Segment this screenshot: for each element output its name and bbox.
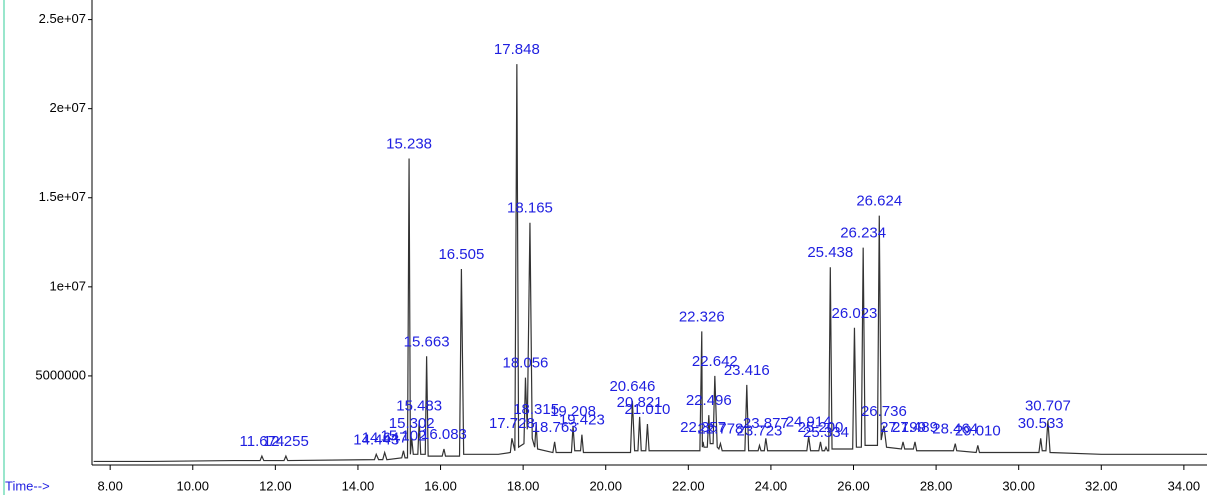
peak-label: 30.707 <box>1025 397 1071 414</box>
peak-label: 25.438 <box>807 244 853 261</box>
peak-label: 26.234 <box>840 225 886 242</box>
peak-label: 15.302 <box>389 415 435 432</box>
peak-label: 30.533 <box>1018 415 1064 432</box>
x-tick-label: 26.00 <box>837 478 870 493</box>
peak-label: 19.423 <box>559 412 605 429</box>
x-tick-label: 10.00 <box>176 478 209 493</box>
peak-label: 15.483 <box>396 397 442 414</box>
x-tick-label: 20.00 <box>589 478 622 493</box>
x-tick-label: 14.00 <box>342 478 375 493</box>
peak-label: 12.255 <box>263 433 309 450</box>
x-axis-label: Time--> <box>5 478 50 493</box>
peak-label: 15.663 <box>404 333 450 350</box>
peak-label: 23.723 <box>737 422 783 439</box>
x-tick-label: 30.00 <box>1002 478 1035 493</box>
peak-label: 27.199 <box>880 419 926 436</box>
peak-label: 22.642 <box>692 353 738 370</box>
peak-label: 24.914 <box>786 413 832 430</box>
x-tick-label: 12.00 <box>259 478 292 493</box>
peak-label: 18.315 <box>513 401 559 418</box>
peak-label: 18.763 <box>532 419 578 436</box>
peak-label: 26.624 <box>856 193 902 210</box>
peak-label: 22.357 <box>680 419 726 436</box>
peak-label: 22.326 <box>679 308 725 325</box>
y-tick-label: 1.5e+07 <box>39 189 86 204</box>
peak-label: 16.505 <box>438 246 484 263</box>
y-tick-label: 2e+07 <box>49 100 86 115</box>
x-tick-label: 8.00 <box>98 478 123 493</box>
peak-label: 14.443 <box>353 431 399 448</box>
trace <box>93 64 1207 463</box>
peak-label: 18.165 <box>507 200 553 217</box>
peak-label: 26.736 <box>861 403 907 420</box>
peak-label: 28.464 <box>932 421 978 438</box>
y-tick-label: 5000000 <box>35 367 86 382</box>
x-tick-label: 24.00 <box>755 478 788 493</box>
peak-label: 21.010 <box>624 401 670 418</box>
x-tick-label: 22.00 <box>672 478 705 493</box>
peak-label: 16.083 <box>421 426 467 443</box>
peak-label: 25.334 <box>803 424 849 441</box>
x-tick-label: 34.00 <box>1168 478 1201 493</box>
peak-label: 18.056 <box>503 355 549 372</box>
peak-label: 26.023 <box>832 305 878 322</box>
peak-label: 11.674 <box>240 433 285 450</box>
peak-label: 19.208 <box>550 403 596 420</box>
peak-label: 23.877 <box>743 415 789 432</box>
peak-label: 17.728 <box>489 415 535 432</box>
peak-label: 17.848 <box>494 41 540 58</box>
peak-label: 25.200 <box>798 419 844 436</box>
peak-label: 14.647 <box>362 429 408 446</box>
x-tick-label: 32.00 <box>1085 478 1118 493</box>
peak-label: 15.102 <box>381 428 427 445</box>
x-tick-label: 18.00 <box>507 478 540 493</box>
peak-label: 22.778 <box>698 421 744 438</box>
y-tick-label: 2.5e+07 <box>39 11 86 26</box>
x-tick-label: 28.00 <box>920 478 953 493</box>
y-tick-label: 1e+07 <box>49 278 86 293</box>
peak-label: 22.496 <box>686 392 732 409</box>
peak-label: 23.416 <box>724 362 770 379</box>
x-tick-label: 16.00 <box>424 478 457 493</box>
peak-label: 27.489 <box>892 419 938 436</box>
peak-label: 29.010 <box>955 422 1001 439</box>
peak-label: 20.646 <box>609 378 655 395</box>
peak-label: 15.238 <box>386 136 432 153</box>
peak-label: 20.821 <box>617 394 663 411</box>
